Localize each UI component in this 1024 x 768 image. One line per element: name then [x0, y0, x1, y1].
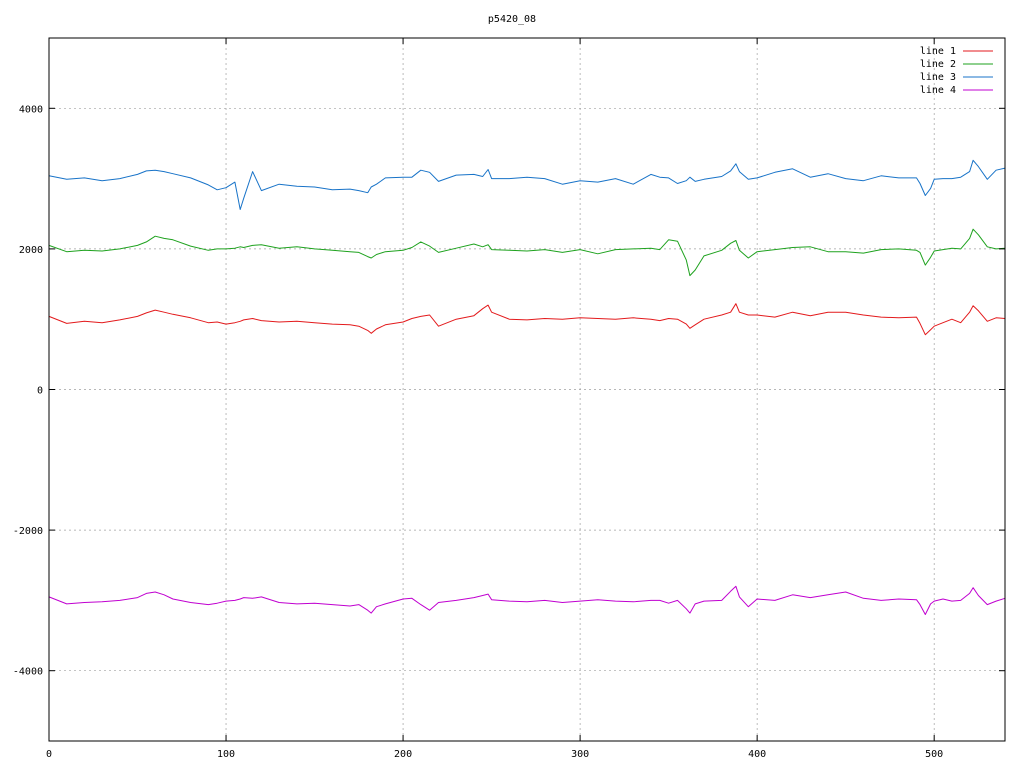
y-tick-label: 4000: [19, 104, 43, 115]
series-line-3: [48, 159, 1006, 210]
x-tick-label: 500: [925, 749, 943, 760]
legend: line 1 line 2 line 3 line 4: [920, 46, 993, 96]
x-tick-label: 0: [46, 749, 52, 760]
series-line-4: [48, 585, 1006, 615]
x-tick-label: 100: [217, 749, 235, 760]
x-tick-label: 200: [394, 749, 412, 760]
legend-label: line 2: [920, 59, 956, 70]
plot-frame: [48, 37, 1006, 742]
y-tick-label: -2000: [13, 526, 43, 537]
legend-label: line 3: [920, 72, 956, 83]
y-tick-label: 2000: [19, 245, 43, 256]
legend-label: line 4: [920, 85, 956, 96]
legend-label: line 1: [920, 46, 956, 57]
y-tick-label: 0: [37, 386, 43, 397]
x-tick-label: 300: [571, 749, 589, 760]
series-layer: [48, 159, 1006, 615]
x-tick-label: 400: [748, 749, 766, 760]
chart-title: p5420_08: [488, 14, 536, 25]
series-line-2: [48, 228, 1006, 277]
tick-layer: 0 100 200 300 400 500 -4000 -2000 0 2000 4000: [13, 38, 1005, 760]
series-line-1: [48, 303, 1006, 336]
y-tick-label: -4000: [13, 667, 43, 678]
grid-layer: [49, 38, 1005, 741]
